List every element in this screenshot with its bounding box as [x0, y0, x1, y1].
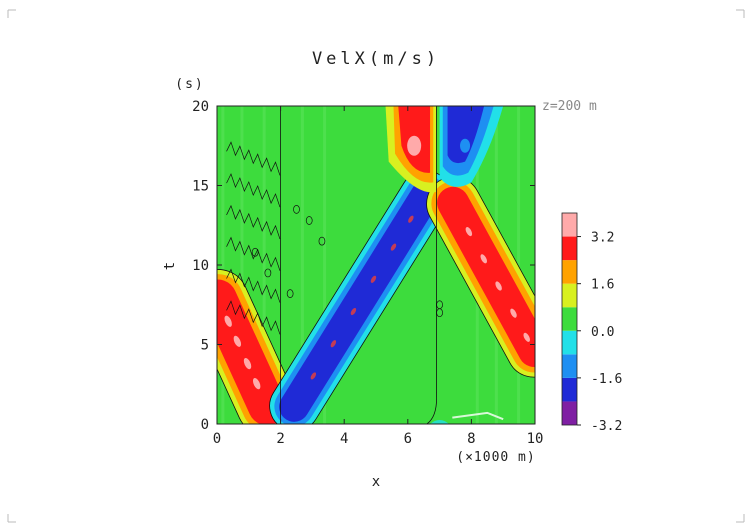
- corner-mark-top-left: [7, 9, 16, 18]
- x-tick-label: 0: [213, 431, 221, 447]
- x-tick-label: 6: [404, 431, 412, 447]
- positive-peak-cell: [495, 281, 502, 291]
- contour-oval: [251, 247, 259, 257]
- contour-oval: [293, 205, 300, 214]
- contour-lines: [226, 106, 443, 424]
- contour-line: [426, 106, 438, 424]
- embedded-cell: [370, 275, 377, 283]
- contour-line: [226, 173, 281, 208]
- x-tick-label: 2: [276, 431, 284, 447]
- colorbar-swatch: [562, 283, 577, 308]
- y-tick-label: 10: [192, 258, 209, 274]
- field-ripple: [300, 106, 304, 424]
- plot-area: [217, 106, 535, 424]
- field-ripple: [221, 106, 225, 424]
- y-axis: 0 5 10 15 20: [192, 99, 535, 433]
- colorbar: 3.2 1.6 0.0 -1.6 -3.2: [561, 212, 622, 434]
- colorbar-swatch: [562, 260, 577, 284]
- colorbar-swatch: [562, 213, 577, 237]
- y-axis-unit: (s): [175, 77, 204, 92]
- colorbar-tick-label: 0.0: [591, 325, 614, 340]
- x-axis-label: x: [372, 474, 380, 490]
- field-ripple: [517, 106, 521, 424]
- contour-oval: [264, 268, 272, 278]
- positive-peak-cell: [252, 378, 261, 390]
- contour-line: [217, 269, 298, 424]
- embedded-cell: [310, 372, 317, 380]
- colorbar-tick-label: -1.6: [591, 372, 622, 387]
- positive-band-right: [426, 176, 535, 378]
- y-tick-label: 0: [201, 417, 209, 433]
- y-tick-label: 20: [192, 99, 209, 115]
- contour-oval: [318, 236, 326, 246]
- height-annotation: z=200 m: [542, 99, 597, 114]
- colorbar-frame: [561, 212, 578, 426]
- positive-peak-cell: [510, 308, 517, 318]
- negative-band-rising: [269, 170, 451, 424]
- contour-line: [226, 236, 281, 271]
- contour-oval: [305, 216, 313, 225]
- colorbar-swatch: [562, 307, 577, 331]
- positive-peak-cell: [224, 315, 232, 327]
- x-tick-label: 10: [527, 431, 544, 447]
- embedded-cell: [390, 243, 397, 251]
- corner-mark-bottom-right: [736, 514, 745, 523]
- field-ripple: [323, 106, 327, 424]
- field-ripple: [262, 106, 266, 424]
- embedded-cell: [330, 340, 337, 348]
- embedded-cell: [350, 307, 357, 316]
- positive-band-left-level: [217, 279, 287, 424]
- contour-oval: [286, 289, 294, 298]
- y-axis-label: t: [162, 262, 178, 270]
- y-tick-label: 5: [201, 338, 209, 354]
- colorbar-swatch: [562, 401, 577, 425]
- chart-title: VelX(m/s): [312, 49, 440, 69]
- corner-mark-bottom-left: [7, 514, 16, 523]
- colorbar-swatch: [562, 354, 577, 378]
- x-axis: 0 2 4 6 8 10: [213, 106, 544, 447]
- x-tick-label: 4: [340, 431, 348, 447]
- contour-line: [226, 268, 281, 303]
- contour-line: [426, 176, 535, 378]
- y-tick-label: 15: [192, 179, 209, 195]
- x-tick-label: 8: [467, 431, 475, 447]
- positive-peak-cell: [523, 332, 530, 342]
- colorbar-tick-label: -3.2: [591, 419, 622, 434]
- negative-peak-top: [460, 138, 471, 153]
- positive-peak-cell: [243, 357, 252, 370]
- positive-band-right-level: [437, 186, 535, 368]
- contour-line: [226, 300, 281, 335]
- embedded-cell: [408, 215, 414, 223]
- negative-pocket-bottom: [430, 420, 450, 424]
- colorbar-tick-label: 3.2: [591, 231, 614, 246]
- contour-line: [269, 170, 451, 424]
- positive-peak-cell: [233, 335, 242, 347]
- corner-mark-top-right: [736, 9, 745, 18]
- x-axis-unit: (×1000 m): [456, 450, 535, 465]
- negative-band-rising-level: [279, 179, 442, 422]
- contour-oval: [436, 308, 443, 318]
- contour-line: [226, 141, 281, 176]
- colorbar-tick-label: 1.6: [591, 278, 614, 293]
- negative-lobe-top: [447, 106, 485, 164]
- contour-line: [226, 204, 281, 240]
- noise-streak: [452, 411, 504, 421]
- colorbar-swatch: [562, 236, 577, 261]
- positive-peak-cell: [465, 227, 473, 237]
- positive-peak-cell: [480, 254, 487, 264]
- positive-band-left: [217, 269, 298, 424]
- positive-peak-top: [407, 135, 422, 156]
- colorbar-swatch: [562, 330, 577, 355]
- field-ripple: [240, 106, 244, 424]
- colorbar-swatch: [562, 377, 577, 402]
